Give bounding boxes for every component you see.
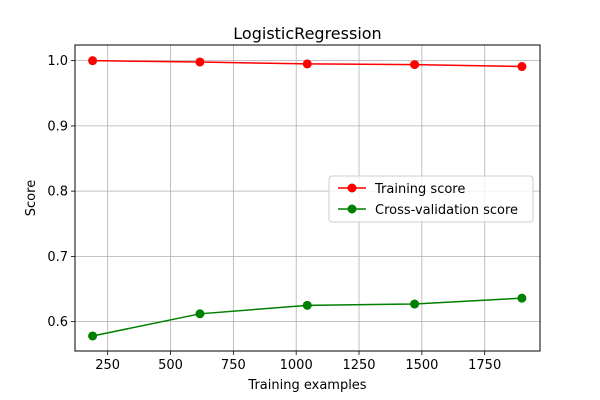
series-0-point: [410, 60, 420, 70]
legend-marker-1: [347, 204, 357, 214]
series-layer: [88, 56, 527, 341]
x-tick-label: 750: [221, 358, 246, 373]
legend-marker-0: [347, 183, 357, 193]
series-0-point: [517, 62, 527, 72]
legend-box: [328, 175, 534, 223]
y-axis-title: Score: [24, 180, 39, 216]
y-tick-label: 1.0: [47, 54, 68, 69]
series-1-point: [88, 331, 98, 341]
legend-label-0: Training score: [374, 182, 465, 197]
x-tick-label: 1750: [468, 358, 501, 373]
chart-title: LogisticRegression: [233, 24, 381, 43]
x-tick-label: 1250: [342, 358, 375, 373]
x-tick-label: 500: [158, 358, 183, 373]
series-1-point: [302, 300, 312, 310]
legend: Training score Cross-validation score: [328, 175, 534, 223]
x-tick-label: 250: [95, 358, 120, 373]
tick-layer: 250 500 750 1000 1250 1500 1750 0.6 0.7 0.8 0.9 1.0: [47, 54, 501, 373]
y-tick-label: 0.6: [47, 315, 68, 330]
legend-items: Training score Cross-validation score: [338, 182, 518, 218]
series-0-point: [195, 57, 205, 67]
x-axis-title: Training examples: [247, 378, 366, 393]
x-tick-label: 1000: [280, 358, 313, 373]
x-tick-label: 1500: [405, 358, 438, 373]
y-tick-label: 0.8: [47, 185, 68, 200]
y-tick-label: 0.7: [47, 250, 68, 265]
y-tick-label: 0.9: [47, 119, 68, 134]
series-1-point: [517, 293, 527, 303]
series-1-point: [195, 309, 205, 319]
plot-frame: [74, 44, 541, 352]
series-0-point: [302, 59, 312, 69]
series-0-point: [88, 56, 98, 66]
legend-label-1: Cross-validation score: [375, 203, 518, 218]
series-1-point: [410, 299, 420, 309]
